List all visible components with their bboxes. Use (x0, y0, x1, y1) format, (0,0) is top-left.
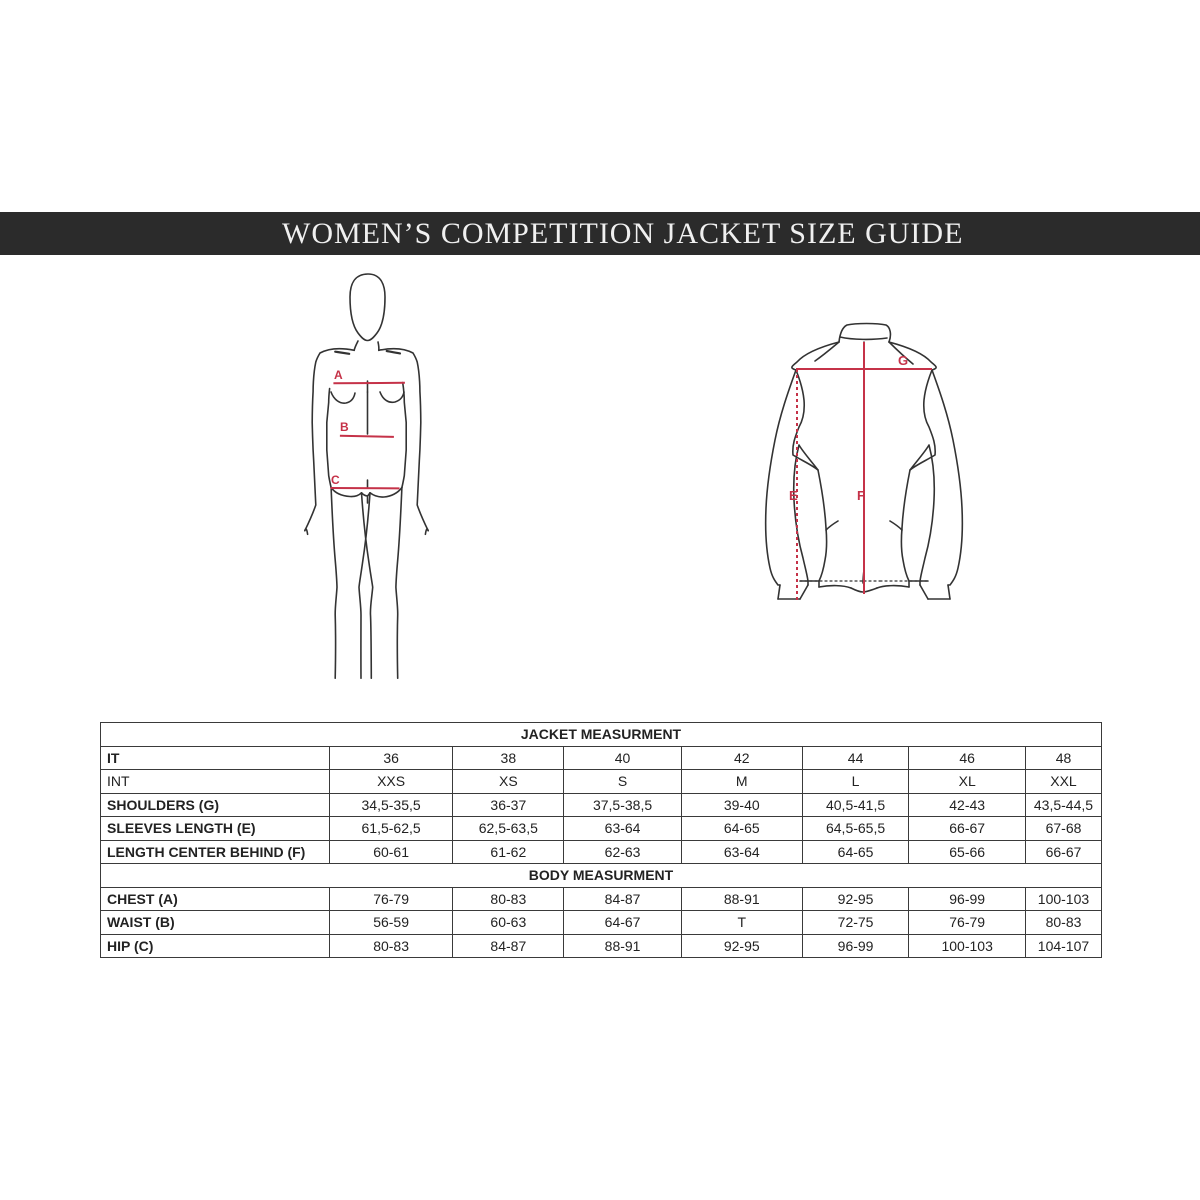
svg-text:A: A (334, 368, 343, 382)
svg-text:B: B (340, 420, 349, 434)
svg-text:E: E (789, 488, 798, 503)
svg-text:G: G (898, 353, 908, 368)
svg-text:F: F (857, 488, 865, 503)
svg-text:C: C (331, 473, 340, 487)
